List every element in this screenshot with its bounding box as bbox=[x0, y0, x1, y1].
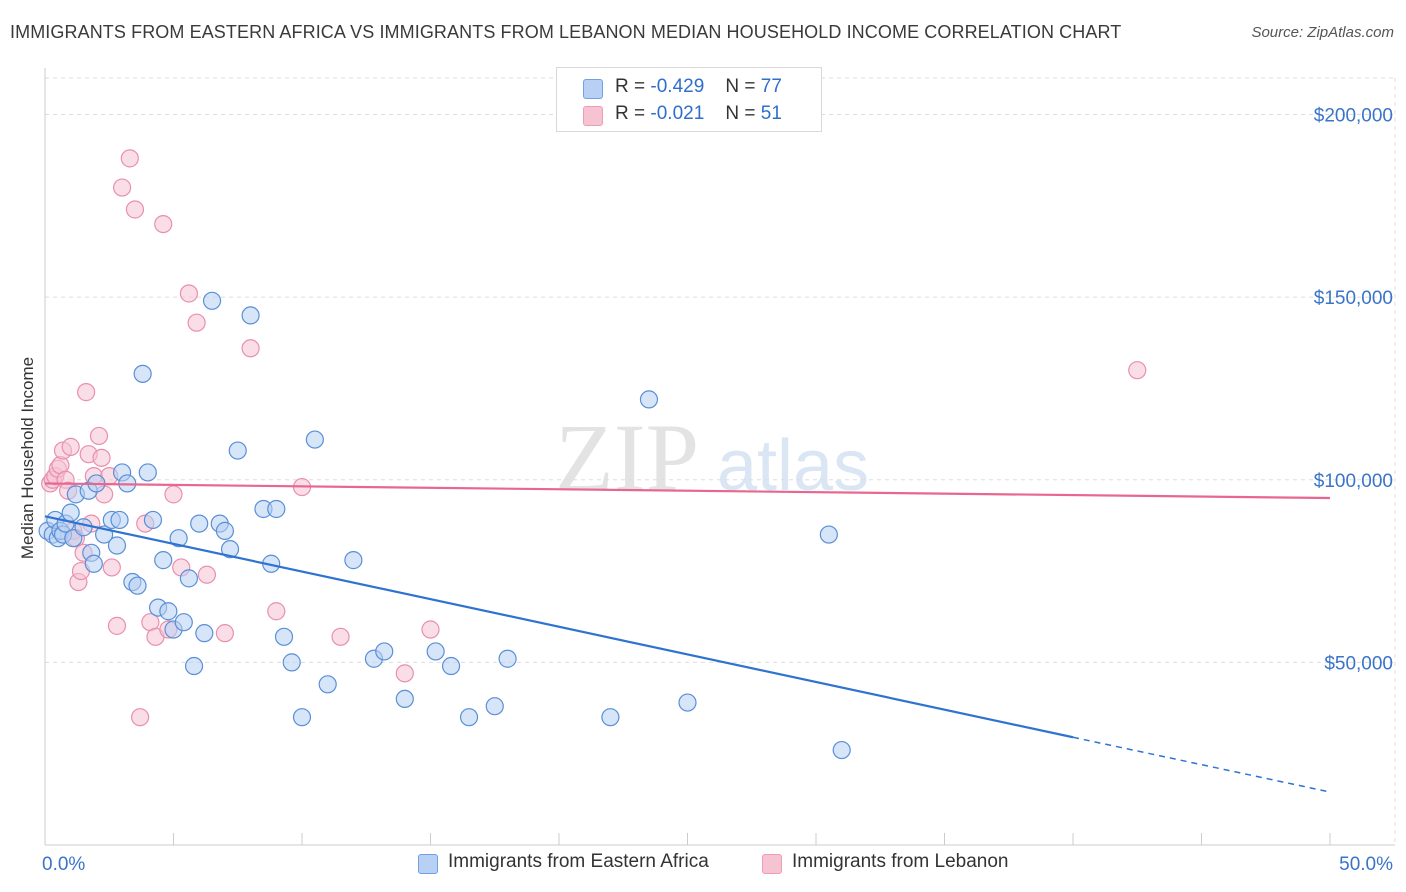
eastern-africa-point bbox=[169, 529, 188, 548]
eastern-africa-point bbox=[395, 689, 414, 709]
lebanon-point bbox=[61, 437, 80, 456]
eastern-africa-point bbox=[128, 576, 147, 595]
legend-n-value: 51 bbox=[760, 103, 782, 124]
lebanon-point bbox=[112, 178, 132, 197]
lebanon-point bbox=[395, 664, 414, 683]
eastern-africa-point bbox=[498, 649, 517, 668]
lebanon-point bbox=[164, 485, 183, 504]
y-tick-labels: $50,000 $100,000 $150,000 $200,000 bbox=[1314, 106, 1393, 675]
eastern-africa-point bbox=[143, 510, 163, 530]
lebanon-point bbox=[89, 426, 109, 446]
trend-lines bbox=[44, 482, 1331, 793]
eastern-africa-trend-extension bbox=[1072, 736, 1331, 793]
eastern-africa-point bbox=[819, 525, 838, 544]
axes bbox=[44, 68, 1395, 846]
eastern-africa-point bbox=[678, 693, 697, 712]
eastern-africa-point bbox=[184, 656, 204, 676]
eastern-africa-point bbox=[202, 291, 222, 310]
eastern-africa-point bbox=[74, 518, 93, 537]
lebanon-point bbox=[197, 565, 217, 584]
y-tick-label: $100,000 bbox=[1314, 471, 1393, 492]
lebanon-point bbox=[154, 214, 173, 234]
eastern-africa-point bbox=[639, 390, 659, 409]
eastern-africa-point bbox=[220, 540, 240, 559]
legend-n-value: 77 bbox=[760, 76, 782, 97]
series-eastern-africa-points bbox=[38, 291, 851, 760]
lebanon-point bbox=[421, 620, 440, 639]
lebanon-trend-line bbox=[44, 482, 1331, 500]
source-note: Source: ZipAtlas.com bbox=[1251, 24, 1394, 41]
eastern-africa-point bbox=[267, 499, 286, 519]
eastern-africa-point bbox=[154, 551, 173, 570]
x-tick-label-min: 0.0% bbox=[42, 854, 85, 875]
legend-r-label: R = bbox=[615, 76, 646, 97]
lebanon-point bbox=[77, 383, 96, 402]
lebanon-point bbox=[107, 616, 127, 635]
lebanon-point bbox=[179, 284, 199, 303]
eastern-africa-point bbox=[292, 708, 312, 727]
correlation-legend: R = -0.429 N = 77 R = -0.021 N = 51 bbox=[556, 67, 822, 132]
lebanon-point bbox=[331, 627, 350, 646]
eastern-africa-point bbox=[215, 521, 234, 540]
eastern-africa-point bbox=[832, 740, 851, 760]
lebanon-point bbox=[267, 602, 286, 621]
legend-r-value: -0.021 bbox=[650, 103, 705, 124]
legend-label-eastern-africa: Immigrants from Eastern Africa bbox=[448, 851, 709, 872]
x-tick-labels: 0.0% 50.0% bbox=[42, 854, 1393, 875]
eastern-africa-point bbox=[107, 536, 127, 555]
lebanon-point bbox=[130, 708, 150, 727]
eastern-africa-point bbox=[305, 430, 324, 449]
legend-label-lebanon: Immigrants from Lebanon bbox=[792, 851, 1009, 872]
lebanon-point bbox=[125, 200, 145, 219]
eastern-africa-point bbox=[174, 613, 193, 632]
y-tick-label: $50,000 bbox=[1324, 653, 1393, 674]
legend-r-label: R = bbox=[615, 103, 646, 124]
eastern-africa-point bbox=[282, 653, 301, 672]
y-tick-label: $150,000 bbox=[1314, 288, 1393, 309]
lebanon-point bbox=[215, 624, 234, 643]
eastern-africa-trend-line bbox=[44, 515, 1074, 739]
legend-swatch-pink bbox=[762, 854, 782, 874]
eastern-africa-point bbox=[110, 510, 129, 530]
eastern-africa-point bbox=[179, 569, 199, 588]
eastern-africa-point bbox=[601, 708, 620, 727]
eastern-africa-point bbox=[159, 602, 178, 621]
eastern-africa-point bbox=[84, 554, 103, 573]
eastern-africa-point bbox=[441, 656, 461, 676]
eastern-africa-point bbox=[228, 441, 247, 460]
lebanon-point bbox=[241, 339, 260, 358]
zipatlas-watermark: ZIP atlas bbox=[555, 404, 869, 511]
legend-r-value: -0.429 bbox=[650, 76, 705, 97]
lebanon-point bbox=[102, 558, 121, 577]
eastern-africa-point bbox=[459, 708, 479, 727]
chart-title: IMMIGRANTS FROM EASTERN AFRICA VS IMMIGR… bbox=[10, 22, 1122, 42]
legend-swatch-pink bbox=[583, 106, 603, 126]
eastern-africa-point bbox=[274, 627, 294, 646]
eastern-africa-point bbox=[344, 551, 363, 570]
eastern-africa-point bbox=[426, 642, 445, 661]
watermark-atlas: atlas bbox=[717, 426, 869, 506]
legend-n-label: N = bbox=[725, 103, 756, 124]
eastern-africa-point bbox=[133, 364, 152, 383]
eastern-africa-point bbox=[190, 514, 209, 533]
lebanon-point bbox=[1128, 361, 1147, 380]
legend-swatch-blue bbox=[583, 79, 603, 99]
x-tick-label-max: 50.0% bbox=[1339, 854, 1393, 875]
eastern-africa-point bbox=[61, 503, 80, 522]
y-tick-label: $200,000 bbox=[1314, 106, 1393, 127]
lebanon-point bbox=[187, 313, 206, 332]
legend-n-label: N = bbox=[725, 76, 756, 97]
eastern-africa-point bbox=[195, 624, 214, 643]
lebanon-point bbox=[120, 149, 139, 168]
watermark-zip: ZIP bbox=[555, 404, 699, 511]
eastern-africa-point bbox=[485, 697, 504, 716]
eastern-africa-point bbox=[138, 463, 157, 482]
eastern-africa-point bbox=[375, 642, 394, 661]
eastern-africa-point bbox=[241, 306, 260, 325]
legend-swatch-blue bbox=[418, 854, 438, 874]
eastern-africa-point bbox=[318, 675, 337, 694]
lebanon-point bbox=[92, 448, 111, 467]
